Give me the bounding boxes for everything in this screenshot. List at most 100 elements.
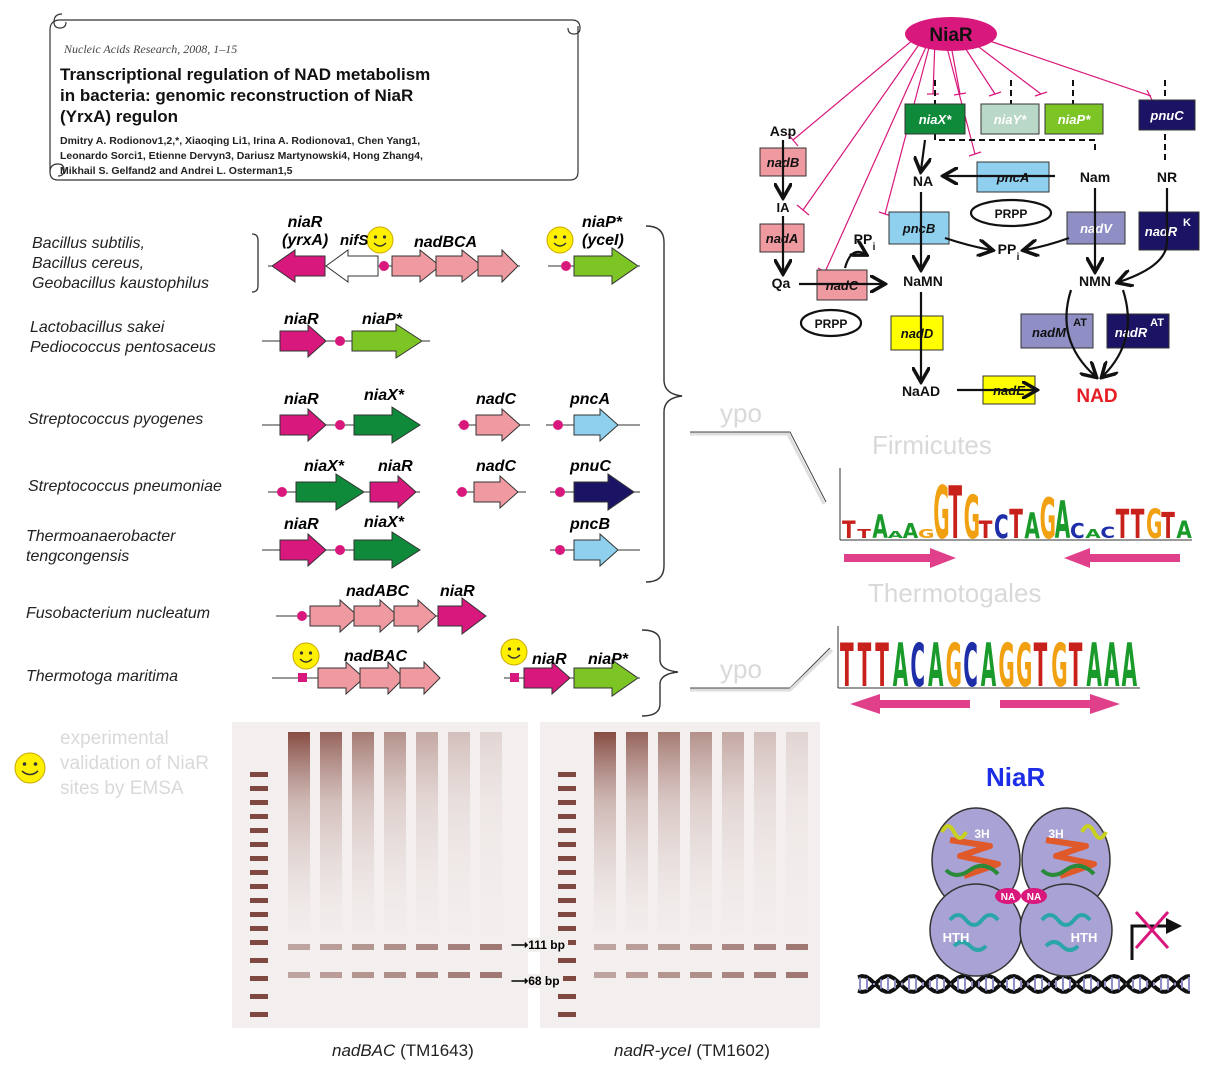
- gene-label-niaR: niaR: [440, 583, 475, 600]
- author-line: Dmitry A. Rodionov1,2,*, Xiaoqing Li1, I…: [60, 135, 421, 147]
- lane-band: [722, 972, 744, 978]
- ladder-band: [558, 898, 576, 903]
- gene-label-nifS: nifS: [340, 232, 369, 249]
- lane-band: [594, 972, 616, 978]
- ladder-band: [250, 814, 268, 819]
- logo-letter: C: [1100, 524, 1115, 543]
- gene-label-niaR: niaR: [284, 391, 319, 408]
- gene-label-nadC: nadC: [476, 391, 516, 408]
- lane-band: [320, 944, 342, 950]
- title-line: Transcriptional regulation of NAD metabo…: [60, 65, 431, 84]
- logo-letter: A: [928, 630, 944, 701]
- repression-lines: [787, 33, 1154, 277]
- ladder-band: [250, 976, 268, 981]
- lane-band: [352, 944, 374, 950]
- logo-connectors: [690, 431, 834, 692]
- paper-title: Transcriptional regulation of NAD metabo…: [60, 64, 430, 127]
- logo-letter: T: [1009, 503, 1023, 549]
- logo-letter: C: [1070, 519, 1085, 543]
- emsa-smiley: [366, 226, 394, 254]
- gene-arrow-niaX: [353, 406, 421, 444]
- gene-label-nadC: nadC: [476, 458, 516, 475]
- species-fusobacterium: Fusobacterium nucleatum: [26, 605, 211, 622]
- motif-arrow: [1000, 694, 1120, 714]
- pathway-arrows: [783, 139, 1169, 390]
- gene-label-niaX: niaX*: [304, 458, 345, 475]
- logo-letter: T: [1034, 630, 1048, 701]
- site-dot: [335, 545, 345, 555]
- metabolite-ppi: PP: [854, 231, 873, 247]
- ladder-band: [250, 772, 268, 777]
- gene-label-pncA: pncA: [570, 391, 610, 408]
- lane-band: [754, 972, 776, 978]
- species-pyogenes: Streptococcus pyogenes: [28, 411, 204, 428]
- site-dot: [277, 487, 287, 497]
- box-nadC-label: nadC: [826, 278, 859, 293]
- lane-smear: [448, 732, 470, 932]
- gene-label-niaR: niaR: [532, 651, 567, 668]
- lane-band: [754, 944, 776, 950]
- gene-arrow-pnuC: [573, 473, 635, 511]
- logo-letter: T: [840, 630, 854, 701]
- box-nadM: [1020, 313, 1094, 349]
- box-pncB: [888, 211, 950, 245]
- ladder-lane: [250, 772, 268, 1017]
- ladder-band: [250, 926, 268, 931]
- ladder-band: [558, 786, 576, 791]
- label-na: NA: [1027, 892, 1041, 903]
- logo-letter: C: [910, 630, 925, 701]
- ladder-band: [250, 940, 268, 945]
- paper-citation-card: Nucleic Acids Research, 2008, 1–15 Trans…: [42, 12, 582, 184]
- marker-111bp: ⟶111 bp: [508, 938, 568, 952]
- ladder-band: [250, 1012, 268, 1017]
- metabolite-prpp: PRPP: [995, 207, 1028, 221]
- ladder-band: [558, 856, 576, 861]
- lane-smear: [658, 732, 680, 932]
- lane-smear: [352, 732, 374, 932]
- marker-arrow: ⟶: [511, 938, 529, 952]
- label-hth: HTH: [943, 930, 970, 945]
- ladder-band: [250, 828, 268, 833]
- gene-label-niaP: niaP* (yceI): [582, 214, 624, 249]
- logo-letter: A: [1122, 630, 1138, 701]
- lane-band: [786, 944, 808, 950]
- gene-arrow-niaR: [437, 597, 487, 635]
- logo-letter: T: [1131, 503, 1145, 549]
- ladder-band: [250, 994, 268, 999]
- logo-letter: A: [893, 630, 909, 701]
- site-dot: [335, 336, 345, 346]
- lane-band: [288, 944, 310, 950]
- lane-band: [352, 972, 374, 978]
- gene-label-niaR: niaR: [284, 516, 319, 533]
- gene-arrow-niaR: [523, 660, 571, 696]
- gene-arrow-nadC: [475, 407, 521, 443]
- gene-arrow-niaP: [351, 323, 423, 359]
- gene-arrow-nifS: [325, 249, 379, 283]
- logo-letter: A: [1024, 505, 1040, 547]
- lane-band: [384, 972, 406, 978]
- gel-caption-right: nadR-yceI (TM1602): [614, 1041, 770, 1060]
- emsa-legend: experimental validation of NiaR sites by…: [60, 728, 209, 799]
- scroll-frame: [49, 13, 581, 181]
- box-nadR-K: [1138, 211, 1200, 251]
- lane-band: [722, 944, 744, 950]
- logo-letters: T T A A A GGT GT C T A GA C A C T T GT A: [842, 473, 1192, 556]
- ghost-label: ypo: [720, 654, 762, 684]
- lane-band: [288, 972, 310, 978]
- label-na: NA: [1001, 892, 1015, 903]
- monomer-left: [929, 807, 1023, 977]
- emsa-gel-right: [540, 722, 820, 1028]
- box-pnuC-label: pnuC: [1149, 108, 1184, 123]
- logo-letter: G: [1146, 503, 1162, 549]
- gene-arrow-nadC: [399, 660, 441, 696]
- title-line: (YrxA) regulon: [60, 107, 179, 126]
- ladder-band: [558, 926, 576, 931]
- box-nadR-K-label: nadR: [1145, 224, 1178, 239]
- structure-title: NiaR: [986, 762, 1046, 792]
- lane-band: [690, 944, 712, 950]
- gene-arrow-niaX: [353, 531, 421, 569]
- box-nadD-label: nadD: [901, 326, 934, 341]
- site-dot: [457, 487, 467, 497]
- logo-letter: G: [946, 630, 962, 701]
- logo-letter: T: [1161, 505, 1175, 547]
